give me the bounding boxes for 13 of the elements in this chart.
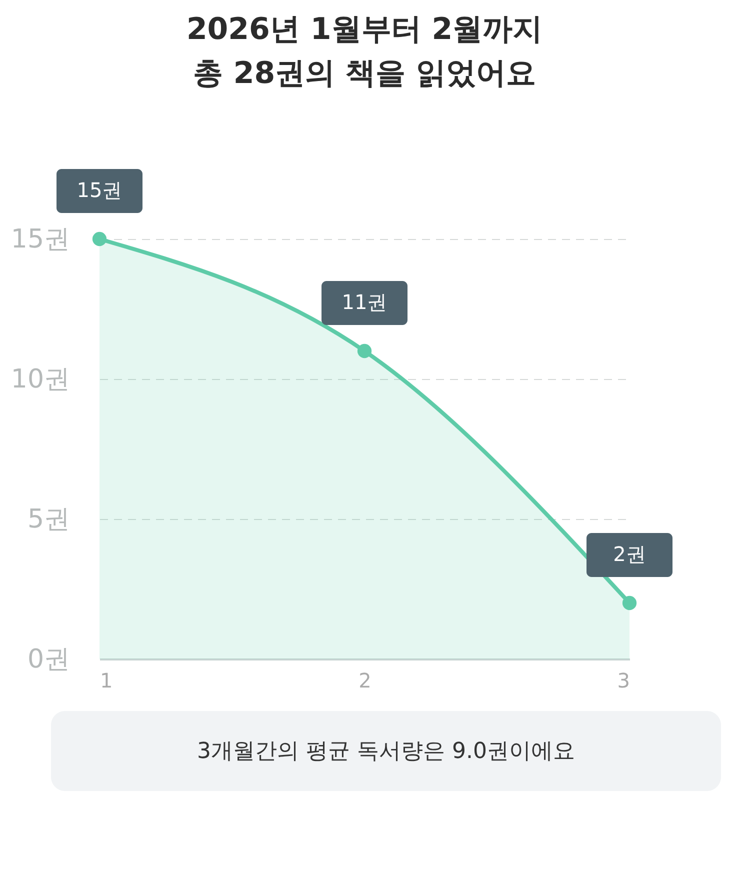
data-label: 2권: [613, 542, 646, 566]
x-tick-label: 3: [617, 668, 630, 692]
x-tick-label: 2: [358, 668, 372, 692]
x-tick-label: 1: [100, 668, 113, 692]
y-tick-label: 0권: [27, 644, 70, 674]
y-tick-label: 15권: [10, 224, 70, 254]
text: 2026년 1월부터 2월까지: [186, 12, 543, 47]
y-tick-label: 5권: [27, 504, 70, 534]
y-tick-label: 10권: [10, 364, 70, 394]
data-label: 15권: [76, 178, 122, 202]
data-label: 11권: [342, 290, 388, 314]
text: 총 28권의 책을 읽었어요: [192, 56, 536, 91]
text: 3개월간의 평균 독서량은 9.0권이에요: [197, 739, 575, 764]
